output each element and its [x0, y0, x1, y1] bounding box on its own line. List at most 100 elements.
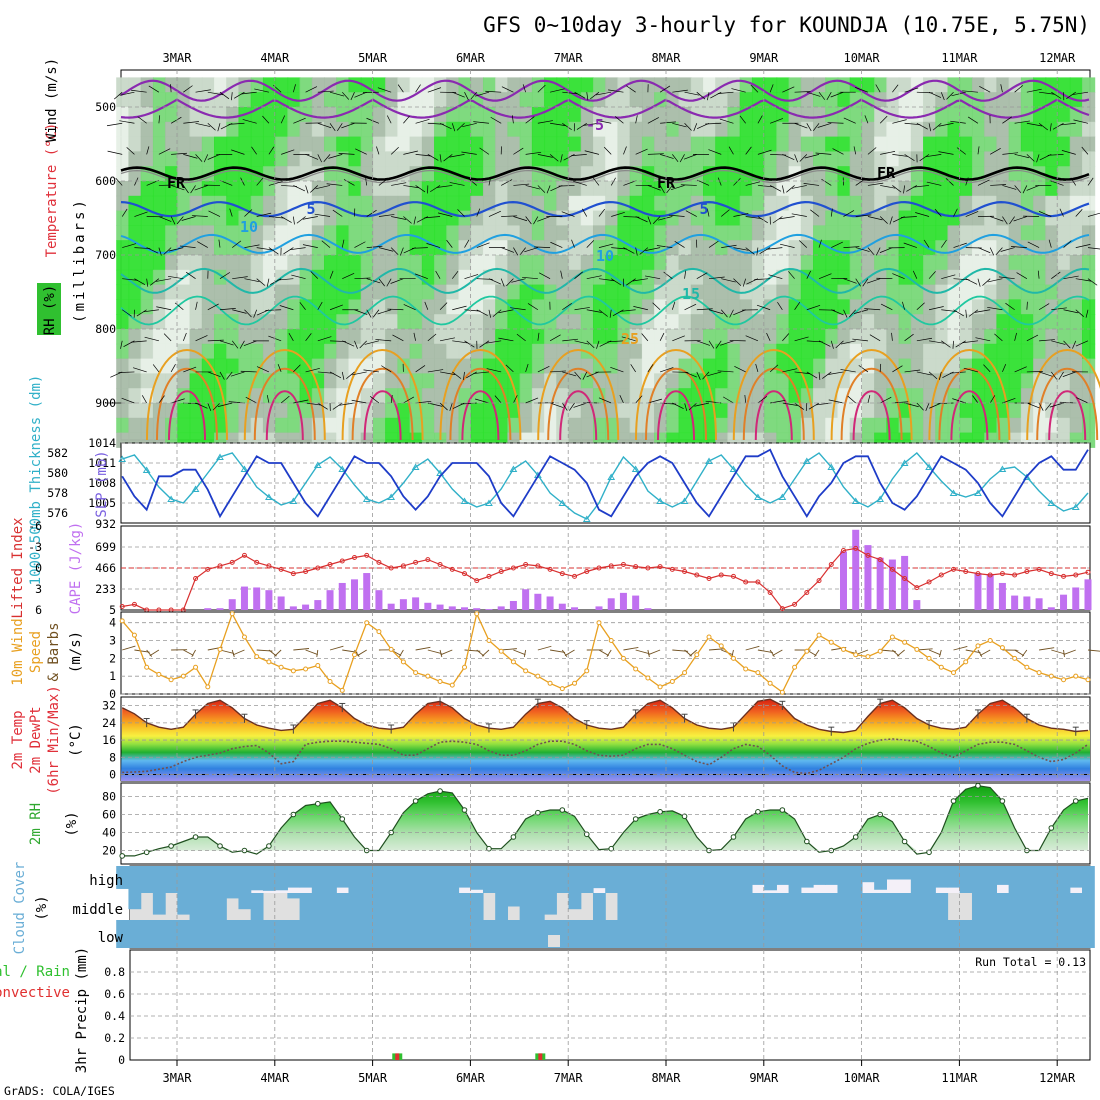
rh-cell	[947, 136, 961, 152]
wind-barb	[329, 304, 343, 311]
li-marker	[755, 579, 761, 585]
li-marker	[193, 576, 199, 581]
rh-cell	[409, 77, 423, 93]
rh-cell	[580, 417, 594, 434]
cloud-cell-middle	[495, 893, 509, 920]
wind-barb	[1073, 119, 1089, 124]
rh-cell	[764, 329, 778, 345]
wind-barb	[987, 306, 1003, 311]
wind-barb	[827, 122, 844, 124]
wind-barb	[941, 274, 956, 280]
rh-cell	[837, 92, 851, 108]
rh-cell	[605, 181, 619, 197]
rh-cell	[690, 314, 705, 330]
wind-barb	[904, 154, 915, 161]
rh-cell	[605, 343, 619, 360]
wind-barb	[925, 402, 930, 411]
rh-cell	[507, 210, 521, 226]
wind-barb	[321, 240, 331, 248]
thickness-marker	[949, 489, 958, 496]
wind10-frame	[120, 611, 1091, 695]
li-marker	[743, 579, 749, 585]
wind-barb	[684, 303, 697, 311]
wind-barb	[1061, 150, 1076, 155]
rh-cell	[849, 210, 863, 226]
rh-cell	[544, 343, 558, 360]
cloud-cell-low	[923, 920, 936, 948]
wind-barb	[806, 91, 821, 97]
rh-cell	[336, 121, 350, 138]
cloud-cell-middle	[287, 893, 301, 899]
wind-barb	[415, 84, 421, 93]
rh-cell	[250, 343, 264, 360]
wind-barb	[342, 91, 350, 100]
rh-cell	[727, 181, 741, 197]
rh-cell	[238, 151, 252, 167]
rh-cell	[250, 181, 264, 197]
rh-cell	[189, 121, 203, 138]
thickness-marker	[925, 463, 933, 470]
rh-cell	[324, 92, 338, 108]
rh-cell	[703, 210, 717, 226]
rh-cell	[898, 358, 912, 374]
cloud-cell-middle	[238, 893, 252, 910]
wind-barb	[813, 123, 820, 131]
rh-cell	[776, 329, 790, 345]
wind-barb	[403, 185, 419, 189]
wind-barb	[463, 371, 465, 380]
rh-cell	[348, 329, 362, 345]
rh-cell	[299, 77, 313, 93]
wind-barb	[219, 308, 236, 311]
rh-cell	[727, 358, 741, 374]
rh-cell	[116, 373, 130, 389]
rh-cell	[935, 255, 949, 271]
li-tick: 6	[35, 603, 42, 617]
rh-cell	[984, 373, 998, 389]
rh-cell	[348, 299, 362, 315]
wind-barb	[122, 309, 132, 317]
rh-cell	[861, 284, 876, 300]
rh-cell	[568, 225, 582, 241]
wind-barb	[231, 149, 245, 155]
wind10-marker	[437, 679, 443, 685]
rh-cell	[813, 358, 827, 374]
wind-barb	[598, 309, 608, 317]
cloud-cell-high	[568, 866, 582, 893]
cloud-cell-high	[226, 866, 240, 893]
wind-barb	[174, 302, 184, 311]
rh-cell	[1057, 151, 1071, 167]
cloud-cell-middle	[152, 893, 166, 915]
cloud-unit: (%)	[34, 895, 50, 920]
wind-barb	[488, 177, 491, 186]
rh-cell	[189, 329, 203, 345]
rh-cell	[336, 269, 350, 286]
wind-barb	[757, 396, 768, 404]
rh2m-marker	[950, 798, 957, 804]
rh-cell	[617, 225, 631, 241]
wind-barb	[195, 402, 208, 409]
wind-barb	[207, 123, 216, 131]
rh-cell	[201, 181, 216, 197]
wind-barb	[869, 334, 881, 342]
rh-cell	[788, 373, 802, 389]
rh-cell	[898, 121, 912, 138]
rh-label-swatch	[37, 283, 61, 335]
cloud-cell-high	[861, 866, 875, 883]
wind-barb	[343, 179, 355, 186]
rh-cell	[299, 121, 313, 138]
rh-cell	[776, 314, 790, 330]
wind-barb	[562, 122, 572, 131]
rh-cell	[923, 210, 937, 226]
wind-barb	[855, 178, 866, 186]
rh-cell	[507, 77, 521, 93]
rh-cell	[947, 151, 961, 167]
wind-barb	[733, 278, 742, 286]
wind-barb	[782, 154, 795, 161]
rh-cell	[226, 195, 240, 212]
warm-contour	[449, 367, 512, 441]
rh-cell	[690, 255, 705, 271]
rh-cell	[470, 373, 484, 389]
rh-cell	[519, 107, 533, 123]
wind-barb	[424, 216, 441, 219]
